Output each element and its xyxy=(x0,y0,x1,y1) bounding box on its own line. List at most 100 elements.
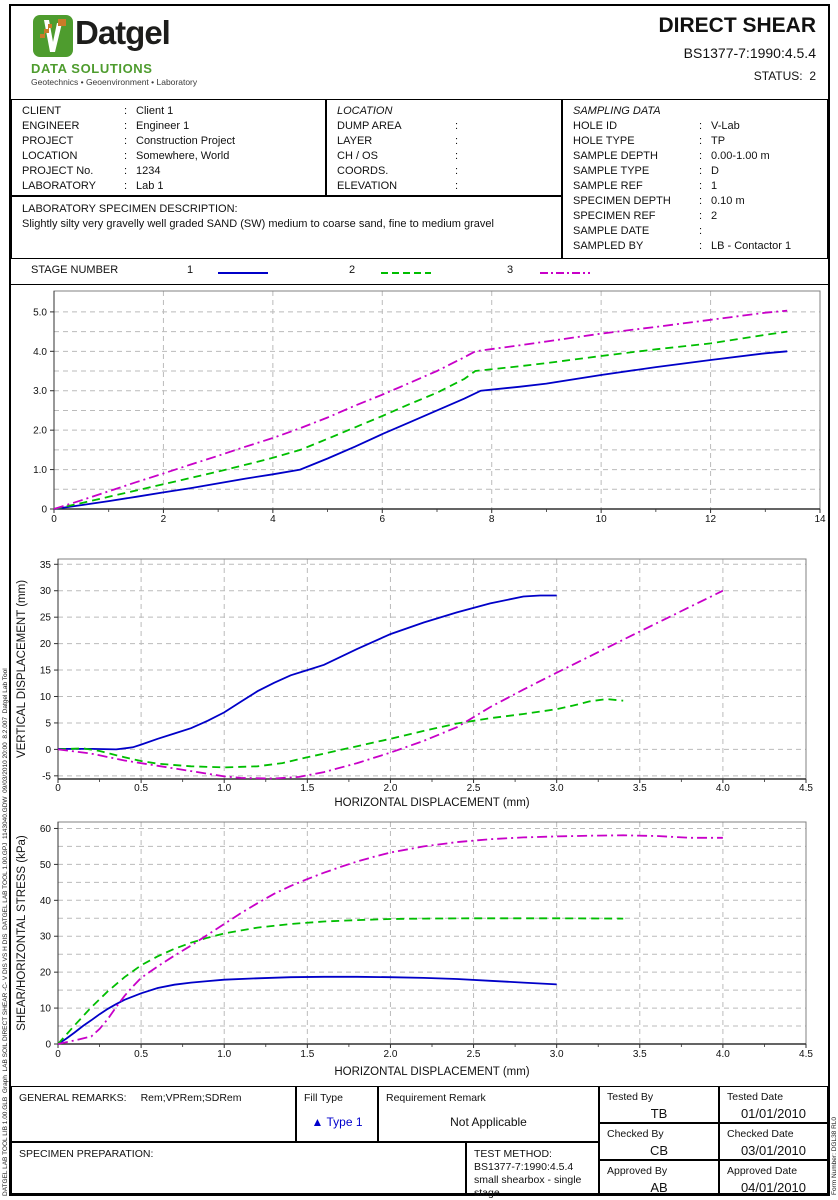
y-tick-label: 25 xyxy=(40,613,52,624)
legend-line-stage-3 xyxy=(538,268,592,280)
field-value: Lab 1 xyxy=(136,180,164,192)
field-label: LABORATORY xyxy=(22,180,96,192)
separator: : xyxy=(699,120,703,132)
sampling-row: HOLE TYPE: TP xyxy=(573,134,827,149)
approved-by-value: AB xyxy=(650,1180,668,1195)
sampling-data-box: SAMPLING DATA HOLE ID: V-Lab HOLE TYPE: TP… xyxy=(562,99,828,259)
field-label: COORDS. xyxy=(337,165,389,177)
separator: : xyxy=(699,150,703,162)
location-row: DUMP AREA: xyxy=(337,119,561,134)
y-tick-label: 10 xyxy=(40,692,52,703)
field-value: D xyxy=(711,165,719,177)
y-tick-label: 2.0 xyxy=(33,426,47,437)
approved-date-label: Approved Date xyxy=(727,1165,798,1177)
status-line: STATUS: 2 xyxy=(754,69,816,83)
y-tick-label: 30 xyxy=(40,932,52,943)
separator: : xyxy=(455,120,459,132)
x-tick-label: 8 xyxy=(489,514,495,525)
field-label: SAMPLE REF xyxy=(573,180,643,192)
series-stage-1 xyxy=(53,350,788,510)
checked-date-cell: Checked Date 03/01/2010 xyxy=(719,1123,828,1160)
x-tick-label: 3.0 xyxy=(550,1049,564,1060)
series-stage-2 xyxy=(57,698,624,769)
general-remarks-cell: GENERAL REMARKS: Rem;VPRem;SDRem xyxy=(11,1086,296,1142)
y-tick-label: 3.0 xyxy=(33,386,47,397)
field-value: 0.10 m xyxy=(711,195,745,207)
field-label: SAMPLE DEPTH xyxy=(573,150,658,162)
x-tick-label: 6 xyxy=(380,514,386,525)
sampling-row: SAMPLED BY: LB - Contactor 1 xyxy=(573,239,827,254)
x-tick-label: 1.0 xyxy=(217,783,231,794)
x-tick-label: 1.5 xyxy=(300,1049,314,1060)
legend-item-label: 2 xyxy=(349,264,356,276)
y-tick-label: -5 xyxy=(42,771,51,782)
sampling-row: SAMPLE REF:1 xyxy=(573,179,827,194)
field-value: Engineer 1 xyxy=(136,120,190,132)
client-info-box: CLIENT: Client 1 ENGINEER: Engineer 1 PROJ… xyxy=(11,99,326,196)
location-row: ELEVATION: xyxy=(337,179,561,194)
y-tick-label: 30 xyxy=(40,586,52,597)
stage-legend: STAGE NUMBER 1 2 3 xyxy=(11,259,828,284)
separator: : xyxy=(124,150,128,162)
fill-type-cell: Fill Type ▲ Type 1 xyxy=(296,1086,378,1142)
field-value: 2 xyxy=(711,210,718,222)
x-tick-label: 2.0 xyxy=(383,1049,397,1060)
specimen-preparation-label: SPECIMEN PREPARATION: xyxy=(19,1148,154,1160)
field-label: SAMPLE TYPE xyxy=(573,165,650,177)
brand-name: Datgel xyxy=(75,14,171,51)
general-remarks-value: Rem;VPRem;SDRem xyxy=(140,1092,242,1104)
legend-line-swatch xyxy=(540,272,590,274)
y-tick-label: 40 xyxy=(40,896,52,907)
requirement-remark-value: Not Applicable xyxy=(450,1115,527,1129)
requirement-remark-cell: Requirement Remark Not Applicable xyxy=(378,1086,599,1142)
plot-border xyxy=(57,558,807,780)
sampling-title: SAMPLING DATA xyxy=(573,105,661,117)
test-method-cell: TEST METHOD: BS1377-7:1990:4.5.4 small sh… xyxy=(466,1142,599,1199)
fill-type-value: ▲ Type 1 xyxy=(297,1115,377,1129)
y-tick-label: 15 xyxy=(40,666,52,677)
separator: : xyxy=(699,210,703,222)
approved-by-label: Approved By xyxy=(607,1165,668,1177)
test-method-value: BS1377-7:1990:4.5.4 small shearbox - sin… xyxy=(474,1161,582,1199)
legend-title: STAGE NUMBER xyxy=(31,264,119,276)
x-tick-label: 0 xyxy=(55,1049,61,1060)
legend-line-stage-2 xyxy=(379,268,433,280)
separator: : xyxy=(699,195,703,207)
y-tick-label: 60 xyxy=(40,824,52,835)
y-tick-label: 20 xyxy=(40,968,52,979)
datgel-logo-icon xyxy=(33,15,73,57)
separator: : xyxy=(124,120,128,132)
x-tick-label: 0 xyxy=(55,783,61,794)
x-tick-label: 4.5 xyxy=(799,1049,813,1060)
tested-by-label: Tested By xyxy=(607,1091,654,1103)
location-row: LAYER: xyxy=(337,134,561,149)
x-tick-label: 4 xyxy=(270,514,276,525)
location-title: LOCATION xyxy=(337,105,393,117)
tested-by-cell: Tested By TB xyxy=(599,1086,719,1123)
client-row: ENGINEER: Engineer 1 xyxy=(22,119,325,134)
y-axis-title: SHEAR/HORIZONTAL STRESS (kPa) xyxy=(16,835,28,1031)
field-value: Construction Project xyxy=(136,135,236,147)
field-label: HOLE TYPE xyxy=(573,135,635,147)
x-tick-label: 2 xyxy=(161,514,167,525)
triangle-marker-icon: ▲ xyxy=(311,1115,324,1129)
specimen-preparation-cell: SPECIMEN PREPARATION: xyxy=(11,1142,466,1194)
specimen-description-label: LABORATORY SPECIMEN DESCRIPTION: xyxy=(22,203,238,215)
field-label: SAMPLE DATE xyxy=(573,225,650,237)
checked-by-label: Checked By xyxy=(607,1128,664,1140)
client-row: PROJECT: Construction Project xyxy=(22,134,325,149)
separator: : xyxy=(455,165,459,177)
separator: : xyxy=(699,165,703,177)
chart-vertical-displacement: 0 0.5 1.0 1.5 2.0 2.5 3.0 3.5 4.0 4.5 -5 0 5 10 15 20 25… xyxy=(11,547,828,809)
series-stage-1 xyxy=(58,594,557,751)
separator: : xyxy=(124,180,128,192)
specimen-description-box: LABORATORY SPECIMEN DESCRIPTION: Slightl… xyxy=(11,196,562,259)
location-row: COORDS.: xyxy=(337,164,561,179)
fill-type-text: Type 1 xyxy=(326,1115,363,1129)
separator: : xyxy=(455,135,459,147)
sampling-row: SPECIMEN DEPTH:0.10 m xyxy=(573,194,827,209)
client-row: PROJECT No.:1234 xyxy=(22,164,325,179)
general-remarks-label: GENERAL REMARKS: xyxy=(19,1092,127,1104)
chart-svg: 0 2 4 6 8 10 12 14 0 1.0 2.0 3.0 4.0 5.0 xyxy=(33,290,826,525)
field-label: CH / OS xyxy=(337,150,378,162)
